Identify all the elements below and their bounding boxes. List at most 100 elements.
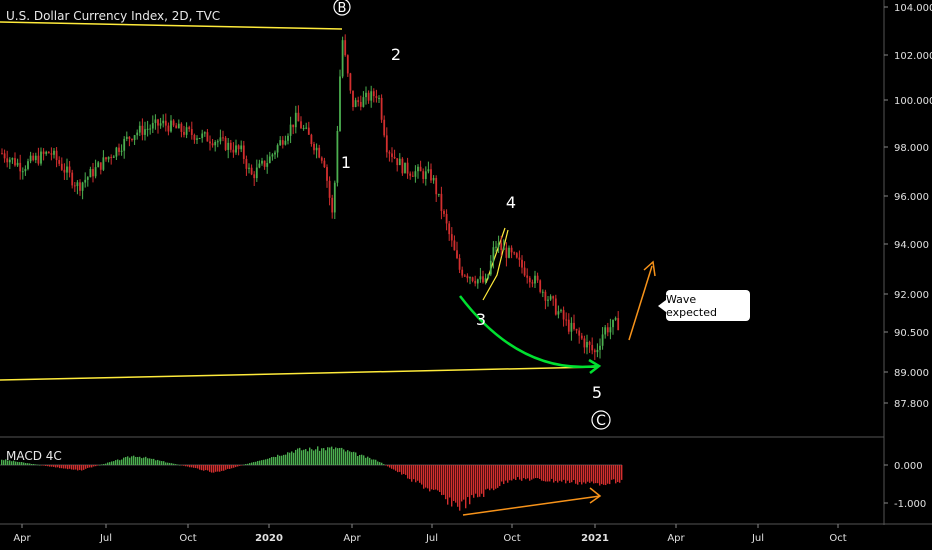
macd-bar — [307, 451, 309, 465]
candle-body — [115, 147, 118, 157]
macd-bar — [29, 463, 31, 465]
candle-body — [495, 246, 497, 248]
x-tick-label: Oct — [503, 533, 520, 544]
candle-body — [445, 213, 448, 224]
macd-bar — [189, 465, 191, 468]
candle-body — [34, 155, 37, 161]
candle-body — [266, 162, 269, 167]
macd-divergence-arrowhead — [589, 487, 602, 504]
macd-bar — [481, 465, 483, 494]
macd-bar — [171, 463, 173, 465]
candle-body — [71, 172, 74, 186]
x-tick-label: Jul — [425, 533, 438, 544]
candle-body — [313, 144, 315, 151]
macd-bar — [215, 465, 217, 472]
candle-body — [68, 166, 71, 173]
candle-body — [432, 177, 435, 181]
candle-body — [157, 119, 159, 126]
candle-body — [284, 140, 287, 145]
macd-bar — [459, 465, 461, 511]
candle-body — [263, 160, 266, 167]
macd-bar — [145, 456, 147, 465]
candle-body — [224, 137, 227, 150]
macd-bar — [493, 465, 495, 491]
macd-bar — [427, 465, 429, 489]
macd-bar — [375, 459, 377, 465]
projection-arrowhead — [643, 260, 656, 277]
macd-bar — [285, 454, 287, 465]
candle-body — [261, 160, 263, 164]
candle-body — [573, 322, 575, 329]
wave-expected-callout: Wave expected — [658, 290, 750, 321]
candle-body — [614, 318, 617, 320]
macd-bar — [173, 463, 175, 465]
candle-body — [281, 140, 284, 145]
macd-bar — [379, 462, 381, 465]
macd-bar — [195, 465, 197, 469]
candle-body — [201, 133, 204, 139]
candle-body — [235, 145, 237, 153]
macd-bar — [495, 465, 497, 489]
macd-bar — [303, 449, 305, 465]
candle-body — [177, 123, 180, 129]
macd-bar — [113, 461, 115, 465]
macd-bar — [301, 450, 303, 465]
macd-bar — [331, 446, 333, 465]
candle-body — [427, 169, 430, 172]
candle-body — [372, 91, 375, 97]
candle-body — [513, 252, 516, 254]
candle-body — [125, 136, 128, 139]
candle-body — [331, 197, 334, 213]
candle-body — [536, 275, 539, 281]
candle-body — [50, 153, 53, 155]
candle-body — [37, 155, 40, 164]
candle-body — [102, 157, 105, 170]
macd-bar — [97, 465, 99, 466]
macd-bar — [393, 465, 395, 470]
macd-bar — [455, 465, 457, 503]
macd-bar — [531, 465, 533, 480]
macd-bar — [583, 465, 585, 483]
macd-bar — [507, 465, 509, 483]
macd-bar — [407, 465, 409, 479]
candle-body — [328, 180, 331, 198]
candle-body — [287, 135, 289, 141]
candle-body — [248, 167, 250, 169]
macd-bar — [75, 465, 77, 470]
candle-body — [159, 123, 162, 126]
macd-bar — [357, 456, 359, 465]
macd-bar — [91, 465, 93, 468]
x-tick-label: 2020 — [255, 533, 283, 544]
macd-bar — [179, 465, 181, 466]
macd-divergence-line — [462, 495, 601, 516]
candle-body — [552, 296, 555, 299]
macd-bar — [239, 465, 241, 466]
macd-bar — [109, 462, 111, 465]
candle-body — [409, 173, 412, 176]
macd-bar — [453, 465, 455, 502]
candle-body — [346, 55, 349, 74]
candle-body — [131, 138, 133, 141]
candle-body — [188, 127, 191, 130]
macd-bar — [441, 465, 443, 496]
macd-bar — [309, 447, 311, 465]
projection-arrow — [628, 265, 653, 341]
candle-body — [112, 156, 115, 158]
macd-bar — [117, 459, 119, 465]
macd-bar — [209, 465, 211, 472]
macd-bar — [71, 465, 73, 470]
x-tick-label: Apr — [343, 533, 361, 544]
candle-body — [123, 138, 126, 151]
candle-body — [172, 120, 175, 126]
wave-5-arc-arrowhead — [588, 358, 602, 374]
macd-bar — [31, 464, 33, 465]
x-tick-label: Jul — [751, 533, 764, 544]
candle-body — [318, 147, 321, 158]
candle-body — [575, 328, 578, 331]
candle-body — [554, 298, 557, 315]
x-tick-label: Apr — [667, 533, 685, 544]
macd-bar — [39, 465, 41, 466]
macd-bar — [409, 465, 411, 480]
macd-bar — [225, 465, 227, 470]
